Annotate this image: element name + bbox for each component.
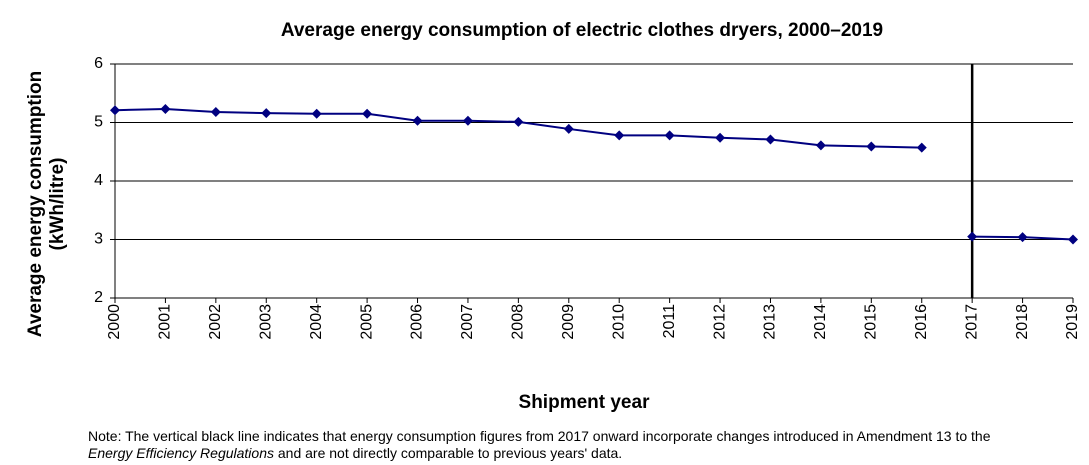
marker <box>160 104 171 115</box>
marker <box>715 132 726 143</box>
chart: Average energy consumption of electric c… <box>25 20 1081 413</box>
x-tick-label: 2007 <box>459 304 476 340</box>
note-text: Note: The vertical black line indicates … <box>88 428 991 444</box>
marker <box>311 108 322 119</box>
y-axis-title: (kWh/litre) <box>47 158 68 251</box>
chart-title: Average energy consumption of electric c… <box>281 20 883 41</box>
marker <box>967 231 978 242</box>
marker <box>664 130 675 141</box>
x-tick-label: 2001 <box>157 304 174 340</box>
y-tick-label: 6 <box>94 55 103 72</box>
y-tick-label: 5 <box>94 114 103 131</box>
x-tick-label: 2008 <box>510 304 527 340</box>
marker <box>261 108 272 119</box>
series-line <box>114 108 922 149</box>
marker <box>614 130 625 141</box>
x-tick-label: 2010 <box>610 304 627 340</box>
marker <box>765 134 776 145</box>
x-tick-label: 2002 <box>207 304 224 340</box>
marker <box>210 106 221 117</box>
x-tick-label: 2005 <box>358 304 375 340</box>
x-tick-label: 2006 <box>409 304 426 340</box>
x-tick-label: 2013 <box>762 304 779 340</box>
marker <box>1017 232 1028 243</box>
marker <box>866 141 877 152</box>
x-tick-label: 2003 <box>257 304 274 340</box>
marker <box>412 115 423 126</box>
note: Note: The vertical black line indicates … <box>88 428 1013 462</box>
x-tick-label: 2016 <box>913 304 930 340</box>
marker <box>362 108 373 119</box>
marker <box>563 123 574 134</box>
x-tick-label: 2014 <box>812 304 829 340</box>
marker <box>1068 234 1078 245</box>
x-tick-label: 2019 <box>1064 304 1081 340</box>
marker <box>815 140 826 151</box>
note-italic: Energy Efficiency Regulations <box>88 445 274 461</box>
marker <box>916 142 927 153</box>
x-tick-label: 2015 <box>863 304 880 340</box>
note-text: and are not directly comparable to previ… <box>274 445 623 461</box>
x-tick-label: 2000 <box>106 304 123 340</box>
y-axis-title: Average energy consumption <box>25 71 46 337</box>
x-tick-label: 2009 <box>560 304 577 340</box>
marker <box>110 105 120 116</box>
marker <box>513 116 524 127</box>
x-axis-title: Shipment year <box>519 392 651 413</box>
x-tick-label: 2004 <box>308 304 325 340</box>
x-tick-label: 2017 <box>963 304 980 340</box>
y-tick-label: 3 <box>94 231 103 248</box>
marker <box>462 115 473 126</box>
x-tick-label: 2018 <box>1014 304 1031 340</box>
y-tick-label: 4 <box>94 172 103 189</box>
x-tick-label: 2012 <box>711 304 728 340</box>
x-tick-label: 2011 <box>661 304 678 339</box>
y-tick-label: 2 <box>94 289 103 306</box>
